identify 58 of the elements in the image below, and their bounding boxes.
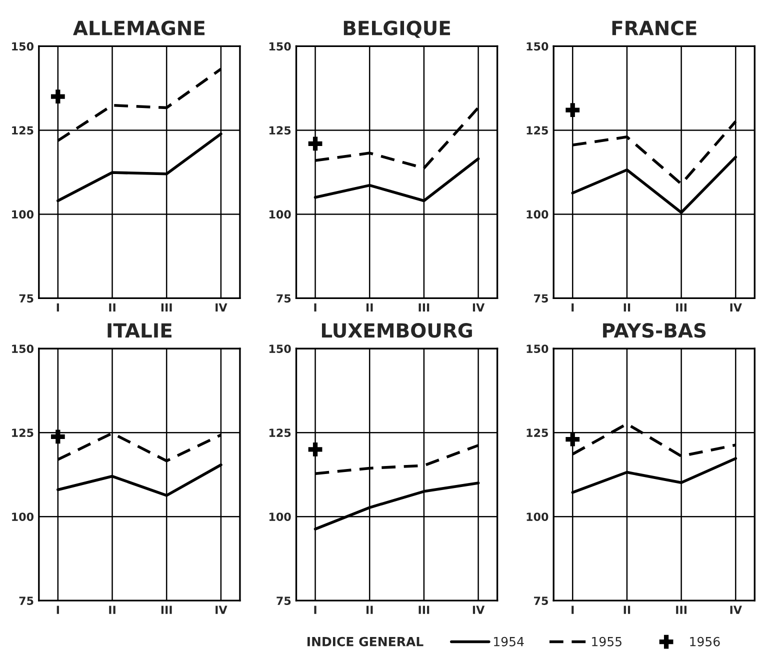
y-tick-label: 100 (526, 210, 548, 219)
chart-title: FRANCE (612, 20, 696, 36)
x-tick-label: I (56, 303, 59, 312)
y-tick-label: 75 (19, 596, 34, 605)
y-tick-label: 75 (276, 596, 291, 605)
x-tick-label: I (314, 303, 316, 312)
x-tick-label: I (314, 606, 316, 614)
y-tick-label: 100 (526, 512, 548, 521)
chart-title: LUXEMBOURG (322, 323, 472, 338)
y-tick-label: 75 (276, 294, 291, 303)
y-tick-label: 125 (526, 428, 548, 437)
x-tick-label: II (109, 303, 116, 312)
y-tick-label: 150 (12, 344, 34, 353)
x-tick-label: II (624, 303, 630, 312)
x-tick-label: II (624, 606, 630, 614)
chart-title: BELGIQUE (344, 20, 450, 38)
x-tick-label: IV (472, 606, 485, 614)
chart-title: ALLEMAGNE (73, 20, 205, 36)
legend-label: 1956 (690, 636, 720, 646)
x-tick-label: III (161, 303, 172, 312)
x-tick-label: II (109, 606, 116, 614)
x-tick-label: III (676, 303, 686, 312)
x-tick-label: IV (730, 303, 742, 312)
x-tick-label: III (418, 303, 430, 312)
x-tick-label: III (676, 606, 686, 614)
x-tick-label: II (366, 303, 373, 312)
x-tick-label: IV (216, 303, 228, 312)
x-tick-label: I (56, 606, 59, 614)
y-tick-label: 150 (269, 42, 291, 51)
x-tick-label: I (572, 303, 574, 312)
y-tick-label: 100 (12, 210, 34, 219)
x-tick-label: III (418, 606, 430, 614)
legend-title: INDICE GENERAL (308, 636, 424, 646)
y-tick-label: 125 (269, 126, 291, 135)
y-tick-label: 100 (269, 512, 291, 521)
x-tick-label: IV (730, 606, 742, 614)
x-tick-label: IV (216, 606, 228, 614)
x-tick-label: II (366, 606, 373, 614)
legend-label: 1954 (494, 636, 524, 646)
chart-title: PAYS-BAS (603, 323, 706, 338)
y-tick-label: 125 (269, 428, 291, 437)
x-tick-label: III (161, 606, 172, 614)
x-tick-label: I (572, 606, 574, 614)
y-tick-label: 150 (12, 42, 34, 51)
y-tick-label: 150 (526, 42, 548, 51)
y-tick-label: 100 (12, 512, 34, 521)
y-tick-label: 125 (12, 428, 34, 437)
y-tick-label: 150 (526, 344, 548, 353)
legend-label: 1955 (592, 636, 622, 646)
y-tick-label: 125 (526, 126, 548, 135)
chart-title: ITALIE (108, 323, 172, 338)
y-tick-label: 75 (534, 596, 548, 605)
y-tick-label: 75 (19, 294, 34, 303)
y-tick-label: 75 (534, 294, 548, 303)
x-tick-label: IV (472, 303, 485, 312)
y-tick-label: 100 (269, 210, 291, 219)
y-tick-label: 150 (269, 344, 291, 353)
y-tick-label: 125 (12, 126, 34, 135)
